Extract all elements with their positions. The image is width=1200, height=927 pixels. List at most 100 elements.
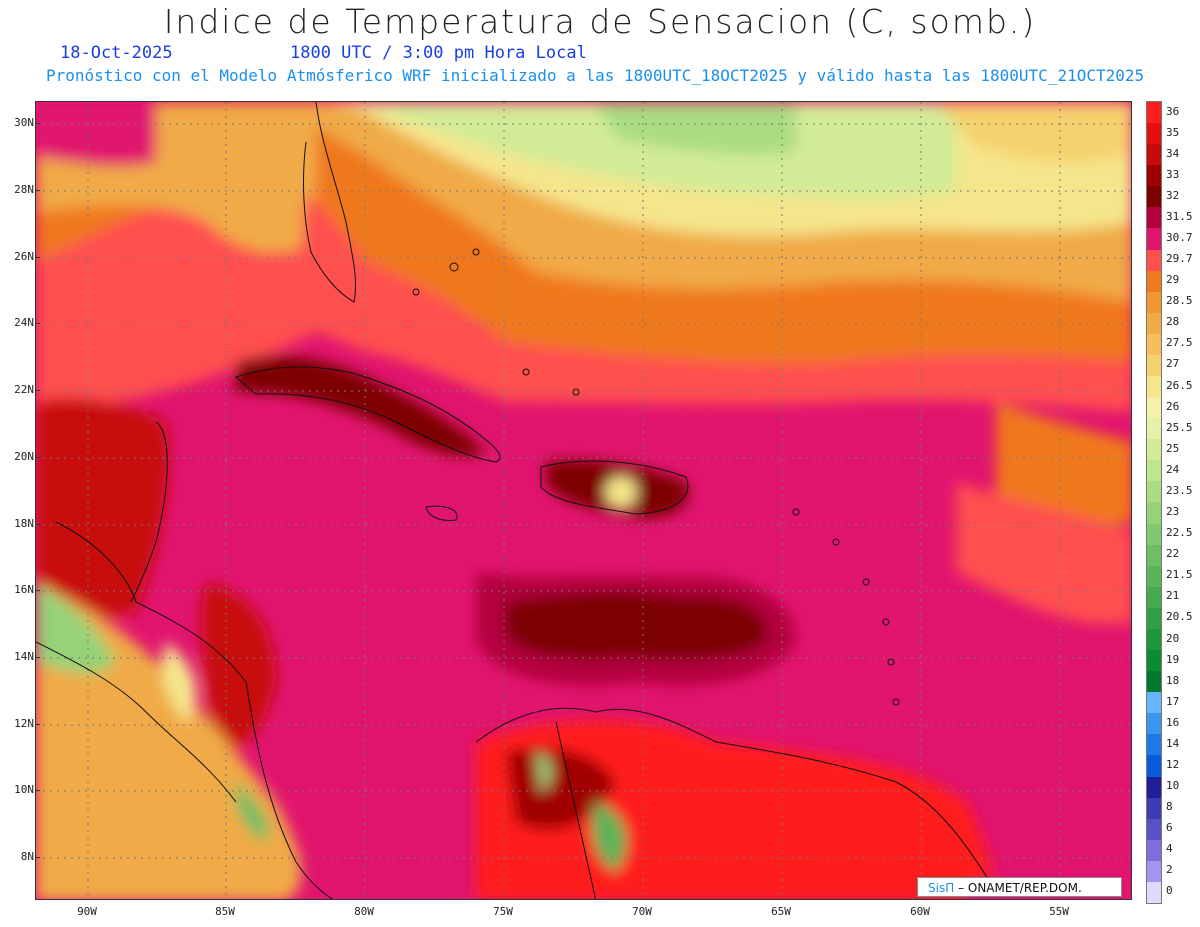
lat-label: 30N [0,116,40,129]
lat-label: 20N [0,450,40,463]
colorbar-label: 17 [1166,694,1180,708]
model-subtitle: Pronóstico con el Modelo Atmósferico WRF… [46,66,1145,85]
lat-label: 14N [0,650,40,663]
heat-index-map [35,101,1132,900]
colorbar-swatch [1147,860,1161,882]
map-canvas [36,102,1131,899]
colorbar-swatch [1147,481,1161,503]
heat-field [36,102,1131,899]
colorbar-label: 16 [1166,715,1180,729]
colorbar-swatch [1147,418,1161,440]
valid-time: 1800 UTC / 3:00 pm Hora Local [290,43,587,63]
colorbar-label: 35 [1166,125,1180,139]
lon-label: 80W [354,905,374,918]
colorbar-swatch [1147,207,1161,229]
colorbar-swatch [1147,755,1161,777]
lon-label: 65W [771,905,791,918]
colorbar-label: 10 [1166,779,1180,793]
colorbar-swatch [1147,881,1161,903]
colorbar-swatch [1147,713,1161,735]
colorbar-label: 36 [1166,104,1180,118]
colorbar-swatch [1147,333,1161,355]
colorbar-swatch [1147,502,1161,524]
colorbar-label: 26 [1166,399,1180,413]
colorbar-label: 18 [1166,673,1180,687]
colorbar-label: 2 [1166,863,1173,877]
credit-brand: SisΠ [928,881,955,895]
lat-label: 24N [0,316,40,329]
colorbar-label: 14 [1166,736,1180,750]
lat-label: 18N [0,517,40,530]
lat-label: 28N [0,183,40,196]
islands [412,248,900,706]
lon-label: 85W [215,905,235,918]
colorbar-swatch [1147,165,1161,187]
colorbar-label: 25 [1166,441,1180,455]
lat-label: 8N [0,850,40,863]
credit-box: SisΠ – ONAMET/REP.DOM. [917,877,1122,897]
colorbar-swatch [1147,818,1161,840]
colorbar-swatch [1147,144,1161,166]
colorbar-swatch [1147,291,1161,313]
colorbar-label: 28 [1166,315,1180,329]
lon-label: 55W [1049,905,1069,918]
colorbar-label: 33 [1166,167,1180,181]
lon-label: 75W [493,905,513,918]
map-title: Indice de Temperatura de Sensacion (C, s… [163,2,1037,41]
colorbar-swatch [1147,460,1161,482]
colorbar-label: 20.5 [1166,610,1193,624]
colorbar-label: 21 [1166,589,1180,603]
colorbar-swatch [1147,186,1161,208]
colorbar-swatch [1147,523,1161,545]
colorbar-label: 23 [1166,505,1180,519]
colorbar-swatch [1147,776,1161,798]
colorbar-swatch [1147,376,1161,398]
colorbar-label: 22 [1166,547,1180,561]
lon-label: 60W [910,905,930,918]
colorbar-swatch [1147,102,1161,124]
colorbar-swatch [1147,586,1161,608]
colorbar-label: 30.7 [1166,231,1193,244]
colorbar-label: 24 [1166,462,1180,476]
colorbar-swatch [1147,249,1161,271]
credit-text: – ONAMET/REP.DOM. [958,881,1082,895]
colorbar-label: 8 [1166,800,1173,814]
colorbar-swatch [1147,797,1161,819]
colorbar-label: 4 [1166,842,1173,856]
colorbar-label: 21.5 [1166,568,1193,582]
colorbar-label: 0 [1166,884,1173,898]
coastlines [36,102,997,899]
colorbar [1146,101,1162,904]
colorbar-swatch [1147,439,1161,461]
colorbar-label: 32 [1166,188,1180,202]
lon-label: 70W [632,905,652,918]
colorbar-label: 20 [1166,631,1180,645]
colorbar-swatch [1147,123,1161,145]
colorbar-label: 29 [1166,273,1180,287]
colorbar-swatch [1147,839,1161,861]
colorbar-swatch [1147,628,1161,651]
valid-date: 18-Oct-2025 [60,43,173,63]
colorbar-swatch [1147,607,1161,629]
colorbar-swatch [1147,312,1161,334]
graticule [36,102,1131,899]
colorbar-swatch [1147,650,1161,672]
colorbar-swatch [1147,565,1161,587]
colorbar-swatch [1147,692,1161,714]
colorbar-label: 6 [1166,821,1173,835]
colorbar-label: 27 [1166,357,1180,371]
colorbar-label: 25.5 [1166,420,1193,434]
lon-label: 90W [77,905,97,918]
lat-label: 16N [0,583,40,596]
lat-label: 12N [0,717,40,730]
lat-label: 10N [0,783,40,796]
colorbar-label: 34 [1166,146,1180,160]
colorbar-label: 27.5 [1166,336,1193,350]
colorbar-label: 31.5 [1166,209,1193,223]
colorbar-swatch [1147,228,1161,250]
colorbar-swatch [1147,397,1161,419]
colorbar-swatch [1147,354,1161,377]
colorbar-label: 29.7 [1166,252,1193,266]
colorbar-label: 12 [1166,757,1180,771]
colorbar-swatch [1147,270,1161,292]
